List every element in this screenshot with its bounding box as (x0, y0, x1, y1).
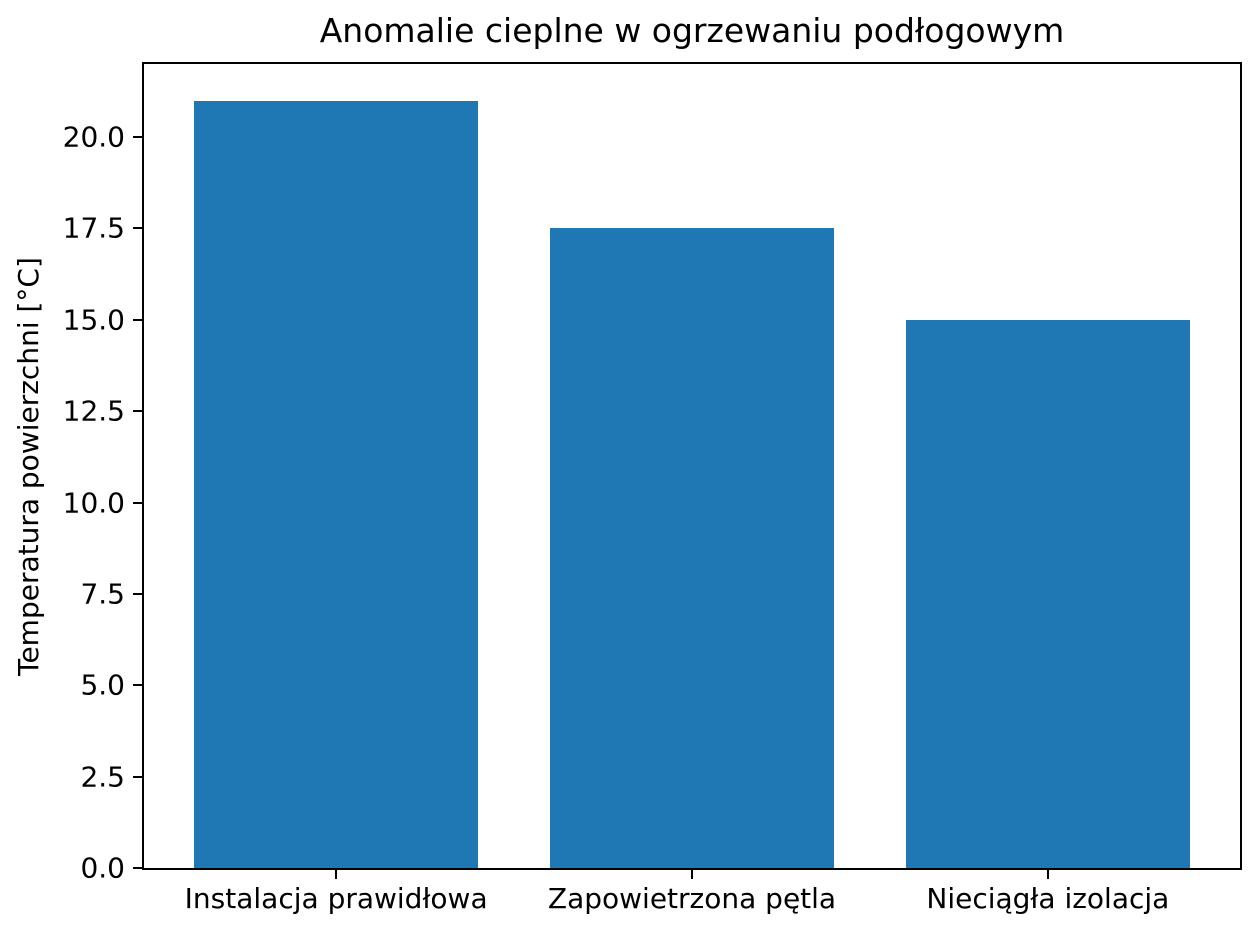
y-axis-label: Temperatura powierzchni [°C] (8, 62, 48, 870)
x-tick-mark (335, 870, 338, 879)
bar-1 (193, 100, 479, 868)
x-tick-mark (691, 870, 693, 879)
y-tick-mark (133, 501, 142, 504)
y-tick-mark (133, 775, 142, 778)
x-tick-label: Nieciągła izolacja (926, 882, 1170, 915)
x-tick-label: Zapowietrzona pętla (547, 882, 837, 915)
y-tick-mark (133, 867, 142, 869)
y-tick-label: 17.5 (62, 211, 125, 245)
y-tick-label: 12.5 (62, 394, 125, 428)
chart-title: Anomalie cieplne w ogrzewaniu podłogowym (319, 11, 1065, 50)
y-axis-label-text: Temperatura powierzchni [°C] (11, 256, 45, 676)
x-tick-mark (1046, 870, 1049, 879)
x-tick-label: Instalacja prawidłowa (184, 882, 488, 915)
y-tick-label: 7.5 (80, 577, 125, 611)
y-tick-label: 15.0 (62, 303, 125, 337)
y-tick-mark (133, 136, 142, 139)
y-tick-label: 5.0 (80, 668, 125, 702)
y-tick-label: 2.5 (80, 760, 125, 794)
y-tick-mark (133, 227, 142, 230)
y-tick-mark (133, 410, 142, 413)
y-tick-mark (133, 318, 142, 321)
y-tick-mark (133, 684, 142, 687)
y-tick-label: 10.0 (62, 486, 125, 520)
bar-3 (905, 319, 1191, 868)
y-tick-label: 0.0 (80, 851, 125, 885)
y-tick-mark (133, 592, 142, 595)
plot-area: Instalacja prawidłowa Zapowietrzona pętla… (63, 62, 1242, 915)
y-tick-label: 20.0 (62, 120, 125, 154)
bar-2 (549, 228, 835, 868)
